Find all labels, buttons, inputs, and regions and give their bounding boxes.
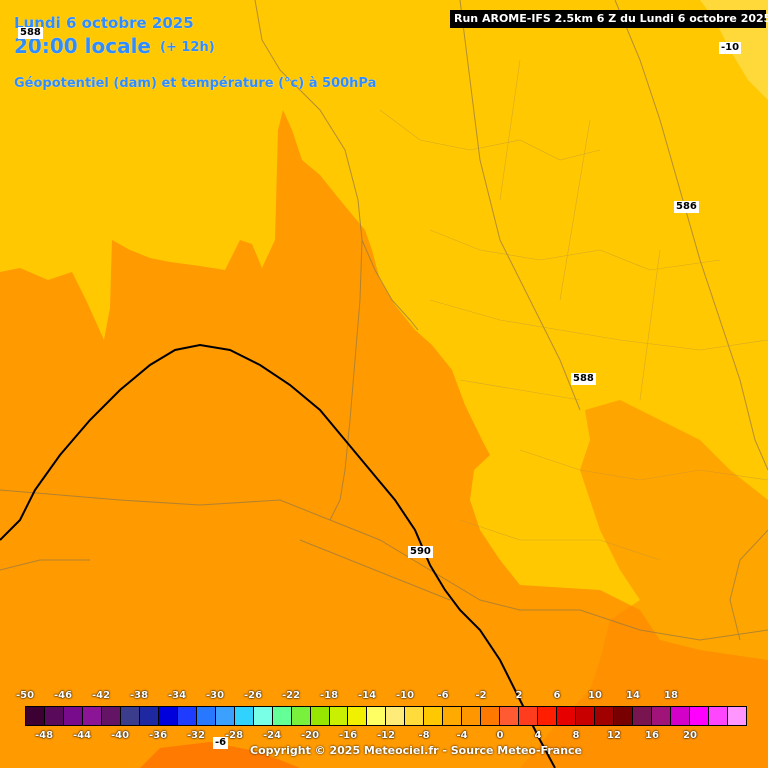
legend-tick-bottom: -16	[338, 730, 358, 741]
temperature-label-bottom: -6	[213, 737, 229, 749]
legend-color-cell	[519, 707, 539, 725]
legend-tick-top: -14	[357, 690, 377, 701]
legend-color-cell	[689, 707, 709, 725]
legend-tick-top: -46	[53, 690, 73, 701]
contour-label-590: 590	[408, 546, 433, 558]
legend-tick-top: 10	[588, 690, 602, 701]
legend-color-cell	[158, 707, 178, 725]
legend-color-cell	[614, 707, 633, 725]
forecast-date: Lundi 6 octobre 2025	[14, 14, 194, 32]
legend-color-cell	[576, 707, 596, 725]
legend-tick-bottom: 0	[496, 730, 504, 741]
legend-tick-top: -30	[205, 690, 225, 701]
legend-tick-bottom: -32	[186, 730, 206, 741]
temperature-zone-warm	[0, 110, 768, 768]
legend-tick-bottom: 8	[572, 730, 580, 741]
legend-color-cell	[215, 707, 235, 725]
legend-tick-top: -38	[129, 690, 149, 701]
legend-tick-top: -18	[319, 690, 339, 701]
legend-color-cell	[272, 707, 292, 725]
legend-color-cell	[291, 707, 311, 725]
legend-color-cell	[139, 707, 159, 725]
legend-tick-bottom: -20	[300, 730, 320, 741]
legend-tick-bottom: 20	[683, 730, 697, 741]
legend-tick-top: 18	[664, 690, 678, 701]
temperature-zone-warm-bottom	[140, 742, 300, 768]
legend-color-cell	[386, 707, 406, 725]
legend-tick-top: 14	[626, 690, 640, 701]
legend-color-bar	[25, 706, 747, 726]
legend-color-cell	[310, 707, 330, 725]
legend-color-cell	[44, 707, 64, 725]
geopotential-contours	[0, 343, 556, 768]
legend-tick-top: -34	[167, 690, 187, 701]
legend-color-cell	[348, 707, 368, 725]
legend-color-cell	[500, 707, 520, 725]
legend-tick-bottom: -12	[376, 730, 396, 741]
legend-color-cell	[424, 707, 444, 725]
legend-color-cell	[633, 707, 652, 725]
region-lines	[379, 59, 768, 561]
legend-tick-top: -50	[15, 690, 35, 701]
legend-color-cell	[329, 707, 349, 725]
legend-tick-bottom: -36	[148, 730, 168, 741]
parameter-title: Géopotentiel (dam) et température (°c) à…	[14, 76, 377, 91]
legend-tick-bottom: 12	[607, 730, 621, 741]
copyright-text: Copyright © 2025 Meteociel.fr - Source M…	[250, 744, 583, 757]
contour-label-588-topleft: 588	[18, 27, 43, 39]
forecast-lead-time: (+ 12h)	[160, 40, 215, 55]
legend-tick-bottom: -44	[72, 730, 92, 741]
legend-tick-bottom: -24	[262, 730, 282, 741]
legend-tick-bottom: -40	[110, 730, 130, 741]
legend-color-cell	[670, 707, 690, 725]
legend-tick-top: -6	[437, 690, 449, 701]
legend-tick-top: -2	[475, 690, 487, 701]
legend-color-cell	[82, 707, 102, 725]
legend-tick-top: 6	[553, 690, 561, 701]
legend-color-cell	[443, 707, 463, 725]
legend-tick-bottom: -48	[34, 730, 54, 741]
legend-color-cell	[727, 707, 746, 725]
legend-color-cell	[538, 707, 558, 725]
legend-color-cell	[196, 707, 216, 725]
legend-color-cell	[708, 707, 728, 725]
legend-tick-bottom: 4	[534, 730, 542, 741]
legend-color-cell	[120, 707, 140, 725]
borders	[0, 0, 768, 641]
legend-color-cell	[651, 707, 671, 725]
legend-tick-top: -26	[243, 690, 263, 701]
legend-tick-top: 2	[515, 690, 523, 701]
legend-color-cell	[462, 707, 482, 725]
legend-tick-top: -10	[395, 690, 415, 701]
legend-color-cell	[405, 707, 425, 725]
legend-tick-top: -22	[281, 690, 301, 701]
legend-color-cell	[557, 707, 577, 725]
legend-color-cell	[234, 707, 254, 725]
legend-color-cell	[26, 707, 45, 725]
legend-color-cell	[253, 707, 273, 725]
contour-label-588: 588	[571, 373, 596, 385]
legend-color-cell	[63, 707, 83, 725]
legend-color-cell	[101, 707, 121, 725]
legend-color-cell	[595, 707, 615, 725]
legend-color-cell	[177, 707, 197, 725]
legend-color-cell	[481, 707, 501, 725]
legend-tick-bottom: -8	[418, 730, 430, 741]
legend-color-cell	[367, 707, 387, 725]
legend-tick-top: -42	[91, 690, 111, 701]
contour-label-586: 586	[674, 201, 699, 213]
legend-tick-bottom: -4	[456, 730, 468, 741]
legend-tick-bottom: -28	[224, 730, 244, 741]
legend-tick-bottom: 16	[645, 730, 659, 741]
run-info-box: Run AROME-IFS 2.5km 6 Z du Lundi 6 octob…	[450, 10, 768, 28]
temperature-label-top-right: -10	[719, 42, 742, 54]
temperature-zone-warmer	[520, 400, 768, 768]
